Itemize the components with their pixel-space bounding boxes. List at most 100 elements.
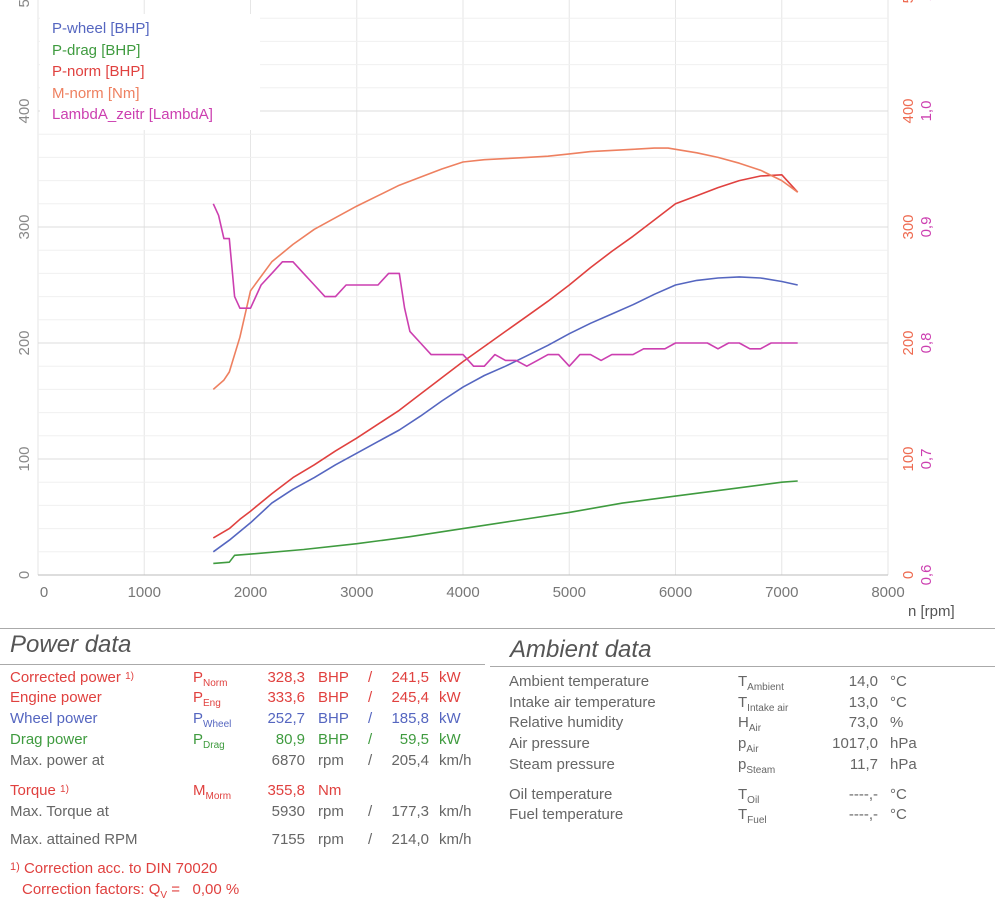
power-row: Drag power PDrag 80,9 BHP / 59,5 kW bbox=[0, 731, 485, 751]
ambient-row-unit: hPa bbox=[890, 735, 917, 752]
power-row-value: 7155 bbox=[271, 831, 305, 848]
power-row-value2: 177,3 bbox=[391, 803, 429, 820]
ambient-row-symbol: TIntake air bbox=[738, 694, 789, 714]
power-row-label: Max. power at bbox=[10, 752, 105, 769]
ambient-row-label: Oil temperature bbox=[509, 786, 613, 803]
ambient-row-unit: °C bbox=[890, 786, 907, 803]
y-left-tick-label: 100 bbox=[16, 446, 33, 471]
ambient-row-label: Ambient temperature bbox=[509, 673, 650, 690]
ambient-row-value: ----,- bbox=[848, 806, 878, 823]
chart-legend: P-wheel [BHP] P-drag [BHP] P-norm [BHP] … bbox=[40, 14, 260, 130]
footnote-correction-value: = 0,00 % bbox=[167, 881, 240, 898]
power-row-sep: / bbox=[368, 752, 373, 769]
footnote-correction-prefix: Correction factors: Q bbox=[22, 881, 161, 898]
ambient-row-symbol: pAir bbox=[738, 735, 759, 755]
x-tick-label: 3000 bbox=[340, 584, 373, 601]
footnote-din-text: Correction acc. to DIN 70020 bbox=[23, 860, 218, 877]
ambient-row-value: 11,7 bbox=[849, 756, 878, 773]
dyno-chart: 0 1000 2000 3000 4000 5000 6000 7000 80000100200… bbox=[16, 0, 935, 601]
power-row-label: Torque 1) bbox=[10, 782, 69, 799]
series-line-0 bbox=[212, 276, 798, 553]
power-row-value2: 214,0 bbox=[391, 831, 429, 848]
ambient-row-label: Intake air temperature bbox=[509, 694, 656, 711]
y-right-torque-tick: 50 bbox=[900, 0, 917, 3]
power-row-value2: 205,4 bbox=[391, 752, 429, 769]
power-row: Max. attained RPM 7155 rpm / 214,0 km/h bbox=[0, 831, 485, 851]
power-row-label: Drag power bbox=[10, 731, 88, 748]
ambient-row-unit: °C bbox=[890, 806, 907, 823]
x-tick-label: 5000 bbox=[553, 584, 586, 601]
power-row-unit: BHP bbox=[318, 689, 349, 706]
power-row: Max. power at 6870 rpm / 205,4 km/h bbox=[0, 752, 485, 772]
footnote-din: 1) Correction acc. to DIN 70020 bbox=[10, 860, 217, 877]
x-tick-label: 2000 bbox=[234, 584, 267, 601]
ambient-row-label: Air pressure bbox=[509, 735, 590, 752]
divider-top bbox=[0, 628, 995, 629]
power-row-unit2: km/h bbox=[439, 803, 472, 820]
power-row-unit: rpm bbox=[318, 752, 344, 769]
power-row: Engine power PEng 333,6 BHP / 245,4 kW bbox=[0, 689, 485, 709]
x-axis-label: n [rpm] bbox=[908, 603, 955, 620]
power-row-label: Max. attained RPM bbox=[10, 831, 138, 848]
y-right-torque-tick: 200 bbox=[900, 330, 917, 355]
series-line-1 bbox=[213, 480, 798, 565]
divider-power bbox=[0, 664, 485, 665]
chart-grid bbox=[37, 0, 889, 576]
power-row-unit2: km/h bbox=[439, 752, 472, 769]
legend-entry-p-wheel: P-wheel [BHP] bbox=[52, 20, 150, 37]
power-row: Wheel power PWheel 252,7 BHP / 185,8 kW bbox=[0, 710, 485, 730]
x-tick-label: 7000 bbox=[765, 584, 798, 601]
y-right-torque-tick: 300 bbox=[900, 214, 917, 239]
y-right-lambda-tick: 0,6 bbox=[918, 565, 935, 586]
y-left-tick-label: 0 bbox=[16, 571, 33, 579]
legend-entry-p-norm: P-norm [BHP] bbox=[52, 63, 145, 80]
y-right-lambda-tick: 0,8 bbox=[918, 333, 935, 354]
x-tick-label: 0 bbox=[40, 584, 48, 601]
ambient-row-unit: % bbox=[890, 714, 904, 731]
series-line-2 bbox=[212, 174, 799, 539]
power-row-symbol: PEng bbox=[193, 689, 221, 709]
ambient-row-value: ----,- bbox=[848, 786, 878, 803]
power-row-symbol: PNorm bbox=[193, 669, 228, 689]
power-row-sep: / bbox=[368, 731, 373, 748]
power-row-sep: / bbox=[368, 689, 373, 706]
power-row-unit: rpm bbox=[318, 831, 344, 848]
power-row-sep: / bbox=[368, 831, 373, 848]
footnote-correction: Correction factors: QV = 0,00 % bbox=[22, 881, 239, 901]
ambient-row-value: 14,0 bbox=[848, 673, 878, 690]
power-row-value: 328,3 bbox=[267, 669, 305, 686]
power-row: Corrected power 1) PNorm 328,3 BHP / 241,5 kW bbox=[0, 669, 485, 689]
ambient-row-label: Steam pressure bbox=[509, 756, 615, 773]
power-row-unit: Nm bbox=[318, 782, 342, 799]
power-row-unit: BHP bbox=[318, 731, 349, 748]
legend-entry-p-drag: P-drag [BHP] bbox=[52, 41, 141, 59]
ambient-row-symbol: TFuel bbox=[738, 806, 767, 826]
ambient-row-value: 13,0 bbox=[848, 694, 878, 711]
y-right-torque-tick: 0 bbox=[900, 571, 917, 579]
chart-axes: 0 1000 2000 3000 4000 5000 6000 7000 80000100200… bbox=[16, 0, 935, 601]
y-right-lambda-tick: 0,7 bbox=[918, 449, 935, 470]
x-tick-label: 1000 bbox=[128, 584, 161, 601]
series-line-3 bbox=[212, 147, 799, 391]
power-row-sep: / bbox=[368, 803, 373, 820]
power-row-symbol: PDrag bbox=[193, 731, 225, 751]
power-row-value2: 59,5 bbox=[399, 731, 429, 748]
y-left-tick-label: 500 bbox=[16, 0, 33, 8]
series-line-4 bbox=[212, 203, 798, 368]
y-right-lambda-tick: 0,9 bbox=[918, 217, 935, 238]
power-row-unit: rpm bbox=[318, 803, 344, 820]
power-row: Torque 1) MMorm 355,8 Nm bbox=[0, 782, 485, 802]
x-tick-label: 8000 bbox=[871, 584, 904, 601]
ambient-row-label: Relative humidity bbox=[509, 714, 624, 731]
y-right-lambda-tick: 1,0 bbox=[918, 101, 935, 122]
ambient-row-unit: °C bbox=[890, 694, 907, 711]
power-row-label: Max. Torque at bbox=[10, 803, 109, 820]
y-right-lambda-tick: 1, bbox=[918, 0, 935, 1]
power-row-symbol: MMorm bbox=[193, 782, 232, 802]
footnote-correction-sub: V bbox=[160, 890, 168, 901]
power-row-unit2: kW bbox=[439, 710, 461, 727]
power-row-value: 80,9 bbox=[275, 731, 305, 748]
chart-series bbox=[212, 147, 799, 565]
power-row-sep: / bbox=[368, 669, 373, 686]
power-row-value2: 185,8 bbox=[391, 710, 429, 727]
